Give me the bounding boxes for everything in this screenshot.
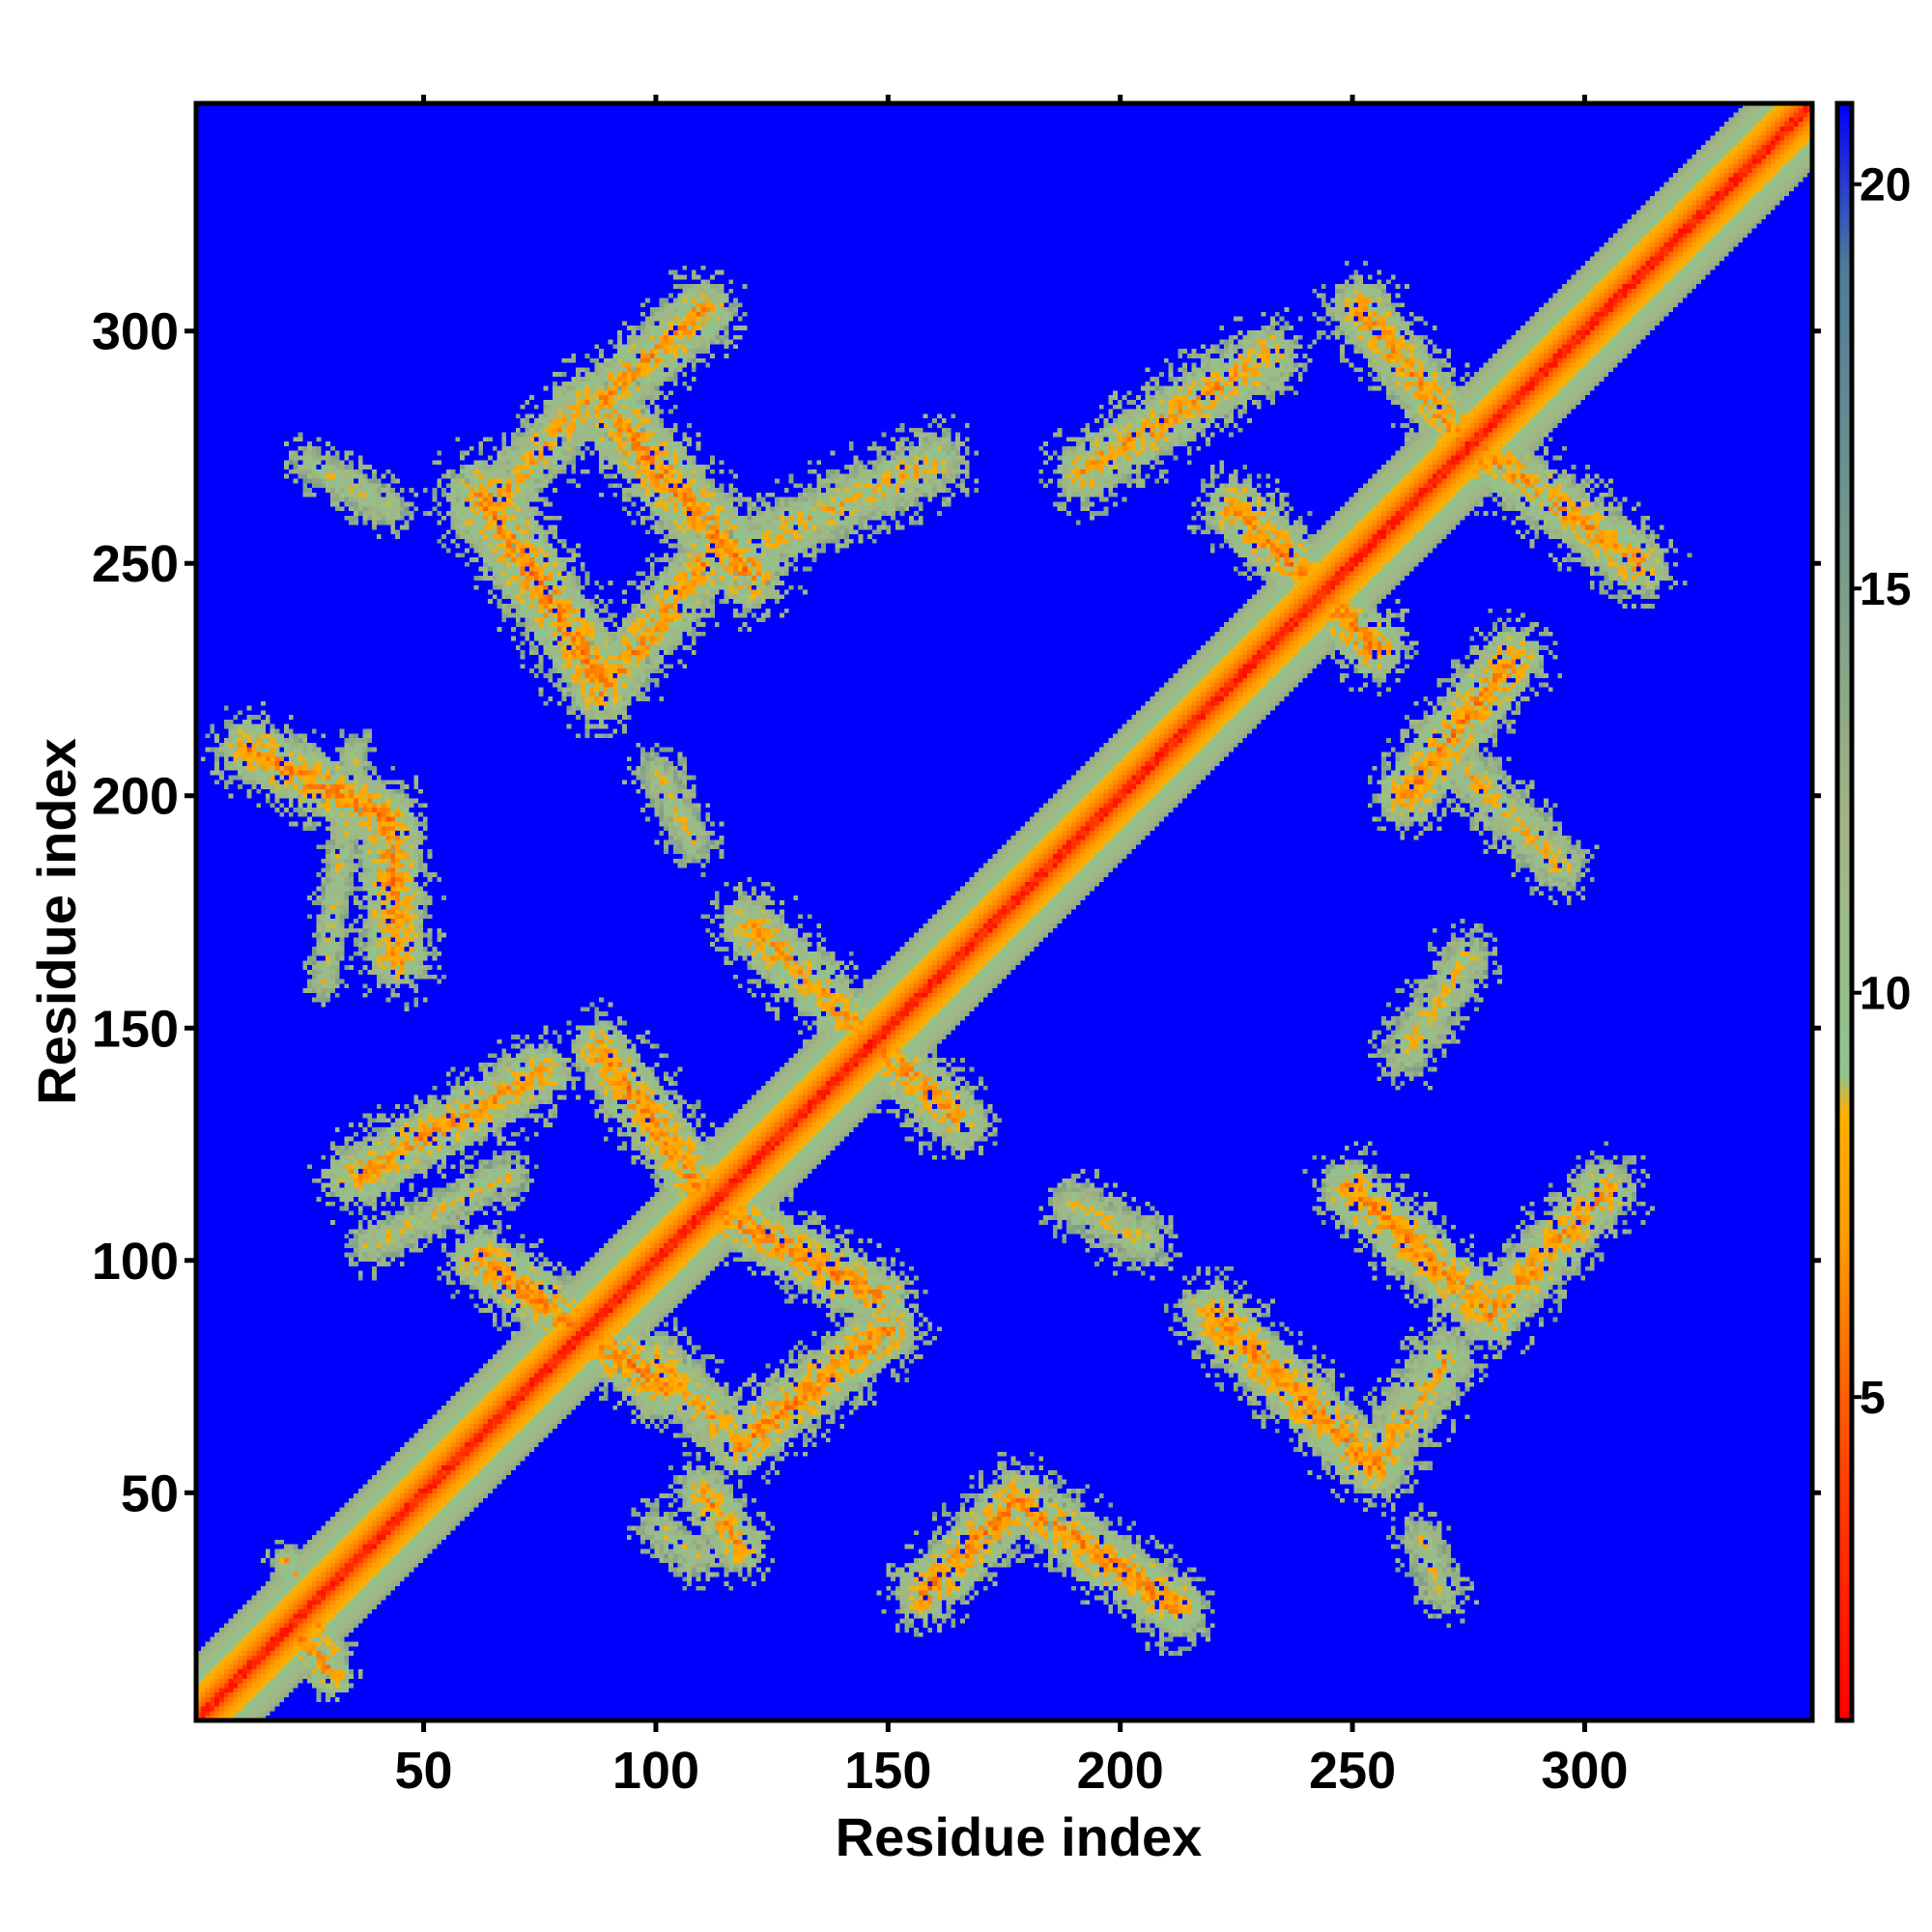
x-tick-label: 250 [1309,1742,1396,1800]
heatmap-cells [196,103,1812,1720]
colorbar-tick-label: 15 [1860,564,1911,615]
plot-frame [193,100,1815,1723]
x-tick-label: 50 [395,1742,453,1800]
y-tick-label: 200 [92,768,179,826]
x-tick-label: 150 [844,1742,931,1800]
y-tick-label: 150 [92,1000,179,1058]
x-axis: 50 100 150 200 250 300 [395,95,1628,1800]
heatmap-plot-area [196,103,1812,1720]
x-axis-label: Residue index [836,1806,1203,1867]
colorbar: 5 10 15 20 [1834,100,1911,1723]
colorbar-gradient [1837,103,1852,1720]
x-tick-label: 100 [612,1742,699,1800]
y-tick-label: 100 [92,1233,179,1291]
colorbar-tick-label: 20 [1860,160,1911,212]
y-axis-label: Residue index [26,738,87,1105]
colorbar-tick-label: 10 [1860,969,1911,1020]
y-tick-label: 300 [92,303,179,361]
y-tick-label: 250 [92,535,179,593]
x-tick-label: 300 [1541,1742,1628,1800]
colorbar-tick-label: 5 [1860,1373,1886,1424]
y-tick-label: 50 [121,1464,179,1522]
x-tick-label: 200 [1077,1742,1164,1800]
colorbar-frame [1834,100,1855,1723]
y-axis: 50 100 150 200 250 300 [92,303,1821,1522]
